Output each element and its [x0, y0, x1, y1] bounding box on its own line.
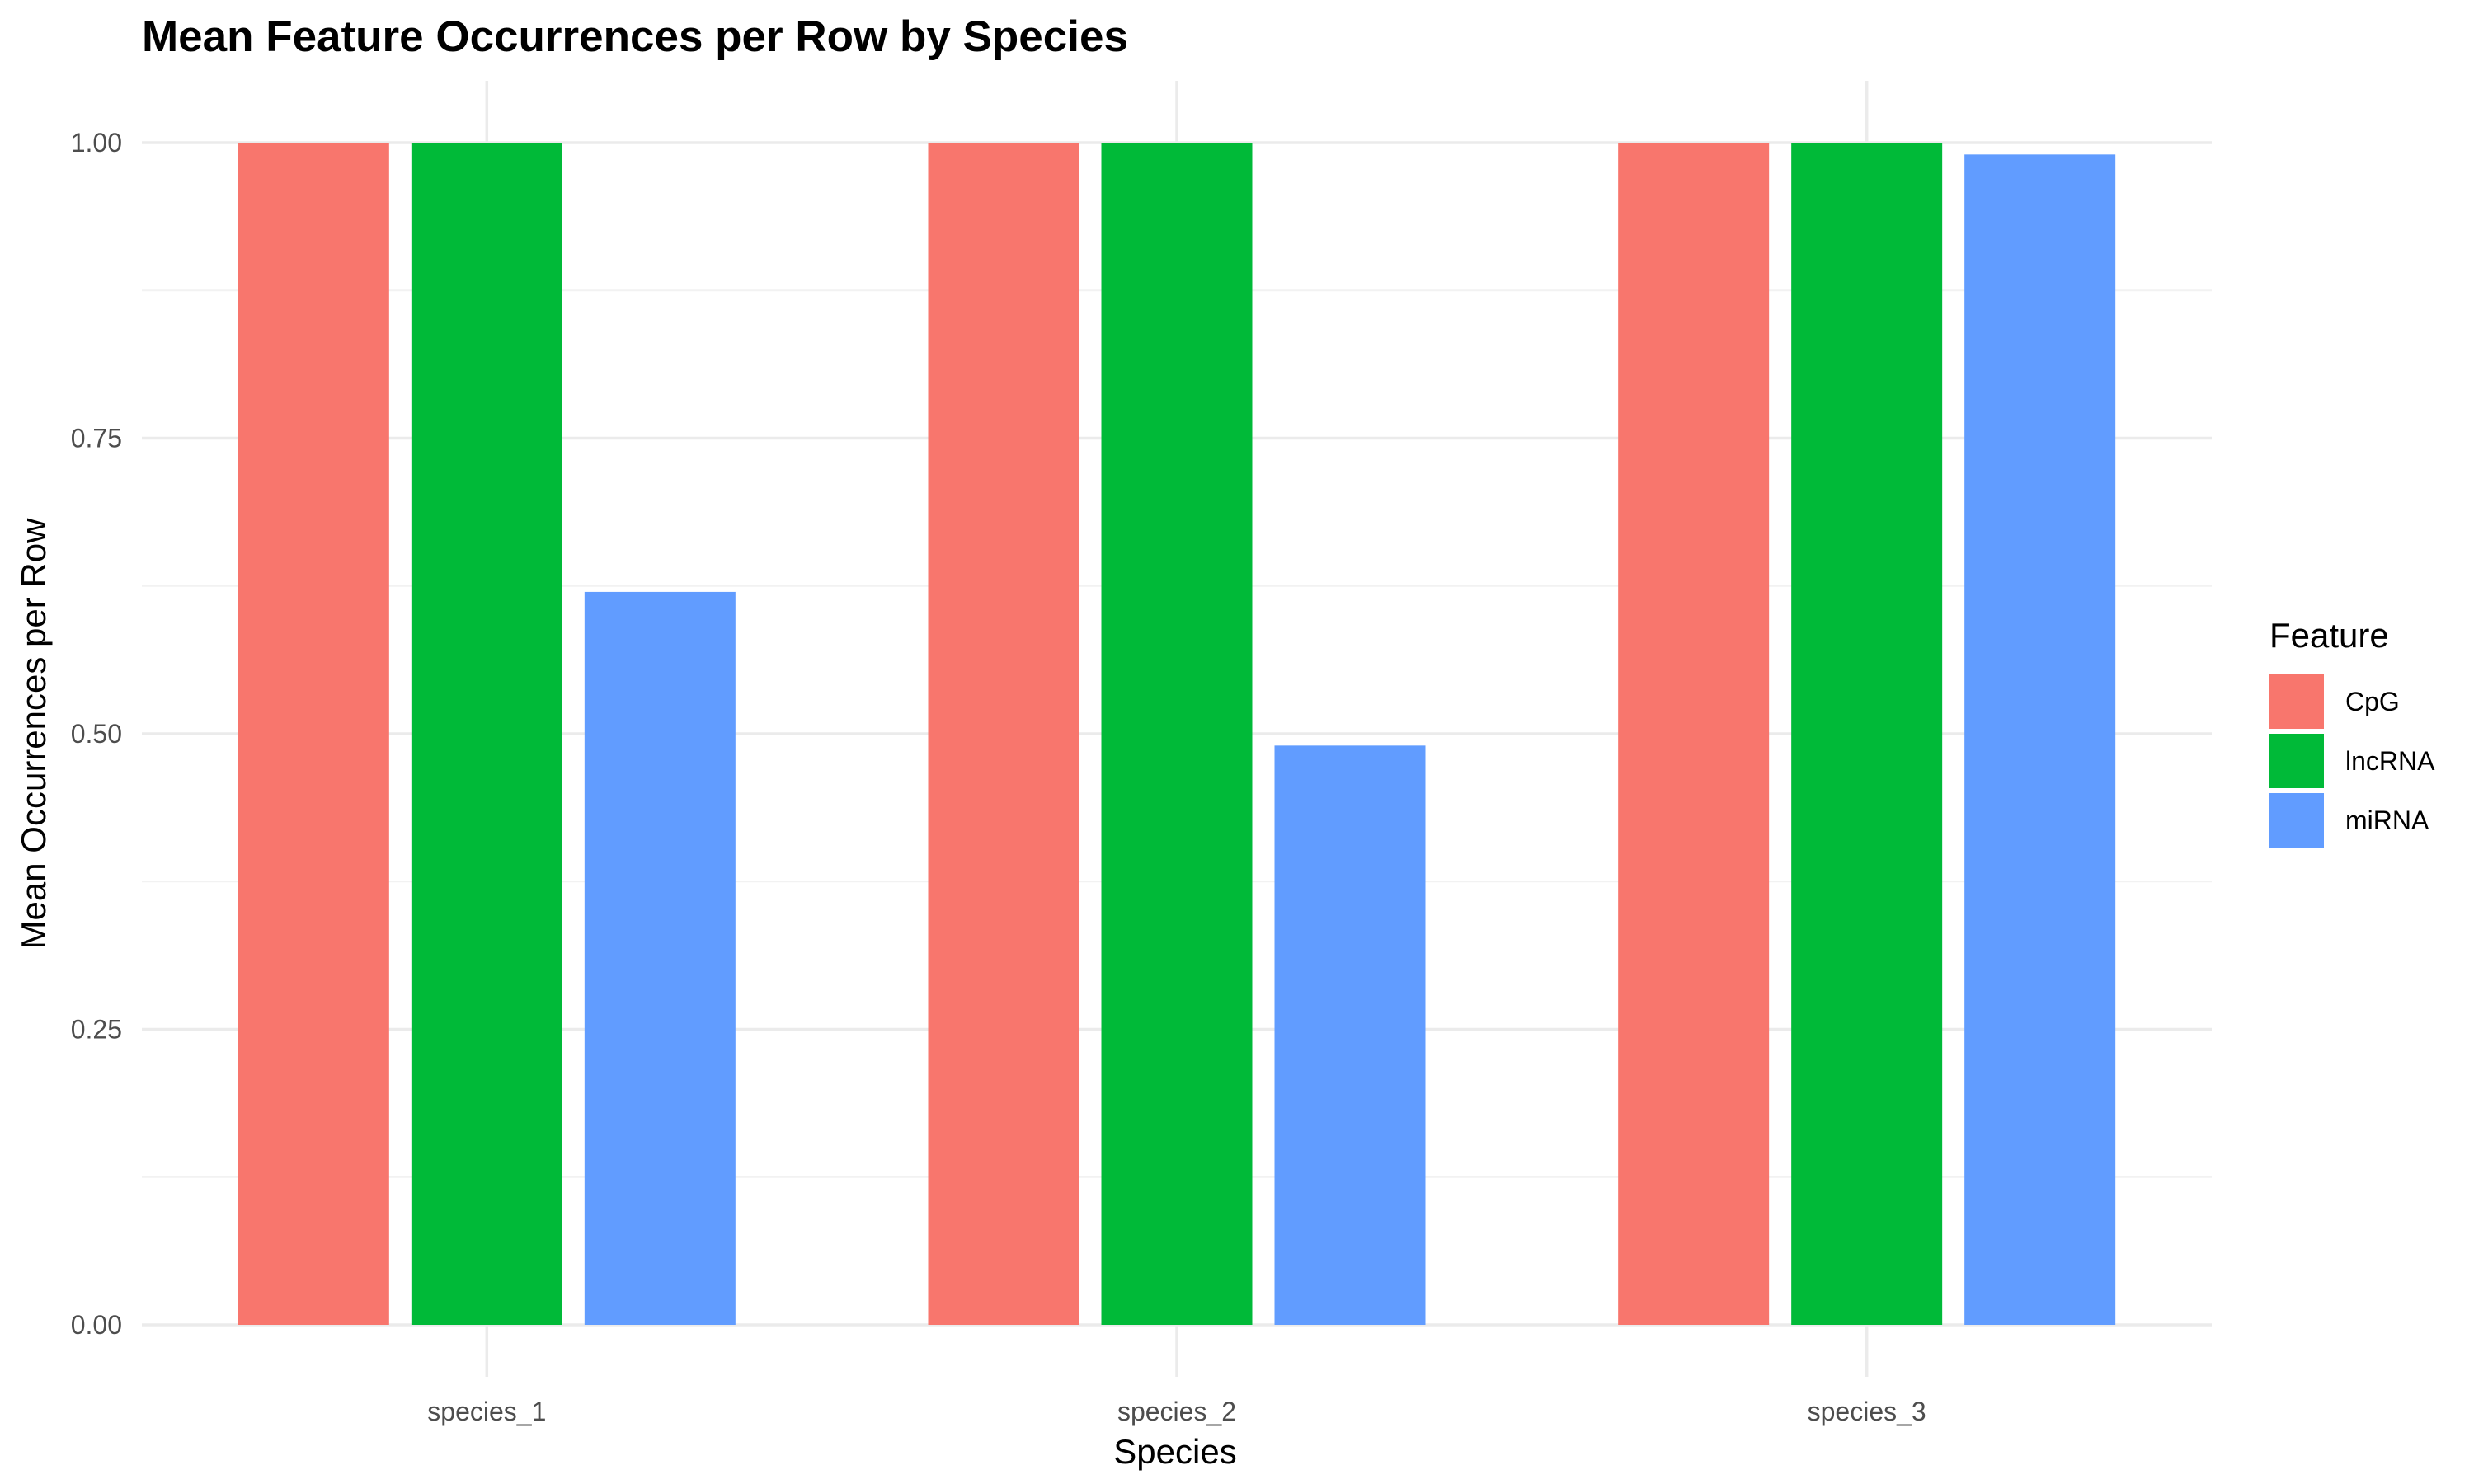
y-tick-label: 0.25 [71, 1015, 122, 1045]
y-axis-ticks: 0.00 0.25 0.50 0.75 1.00 [71, 128, 122, 1340]
bar-miRNA-species_2 [1274, 745, 1426, 1325]
bar-lncRNA-species_3 [1791, 143, 1943, 1325]
x-axis-ticks: species_1 species_2 species_3 [427, 1397, 1926, 1426]
chart-title: Mean Feature Occurrences per Row by Spec… [142, 12, 1128, 61]
legend-key-miRNA [2269, 793, 2324, 848]
bar-CpG-species_2 [928, 143, 1079, 1325]
legend-label-miRNA: miRNA [2345, 805, 2429, 835]
bar-CpG-species_1 [238, 143, 389, 1325]
legend-label-lncRNA: lncRNA [2345, 746, 2435, 776]
y-tick-label: 1.00 [71, 128, 122, 157]
x-tick-label: species_1 [427, 1397, 546, 1426]
legend: Feature CpG lncRNA miRNA [2269, 616, 2435, 848]
bar-miRNA-species_3 [1964, 154, 2116, 1326]
legend-title: Feature [2269, 616, 2389, 655]
y-tick-label: 0.75 [71, 424, 122, 453]
y-tick-label: 0.50 [71, 719, 122, 749]
x-tick-label: species_3 [1808, 1397, 1926, 1426]
x-axis-title: Species [1113, 1432, 1236, 1471]
legend-key-lncRNA [2269, 734, 2324, 788]
y-tick-label: 0.00 [71, 1310, 122, 1340]
legend-key-CpG [2269, 674, 2324, 729]
bar-lncRNA-species_2 [1101, 143, 1253, 1325]
legend-label-CpG: CpG [2345, 687, 2400, 716]
bars [238, 143, 2116, 1326]
bar-miRNA-species_1 [584, 591, 736, 1325]
x-tick-label: species_2 [1117, 1397, 1236, 1426]
y-axis-title: Mean Occurrences per Row [14, 518, 53, 950]
bar-lncRNA-species_1 [411, 143, 562, 1325]
bar-CpG-species_3 [1618, 143, 1770, 1325]
